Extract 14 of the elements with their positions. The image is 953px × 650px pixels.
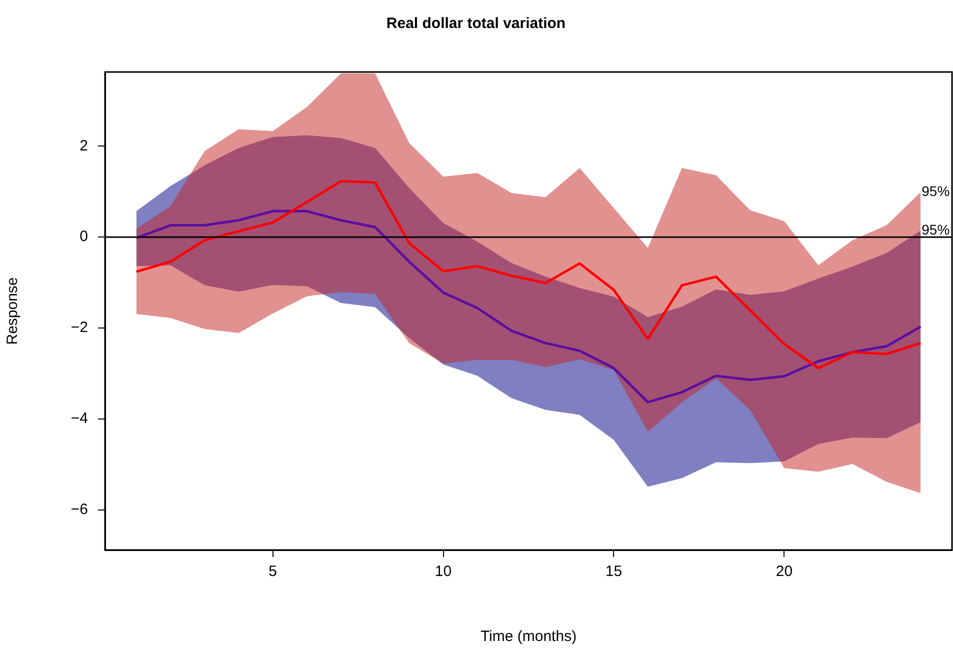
annotation: 95% — [922, 222, 950, 238]
y-tick-label: −6 — [70, 501, 88, 518]
y-tick-label: 2 — [80, 137, 88, 154]
annotation: 95% — [922, 182, 950, 199]
y-tick-label: 0 — [80, 228, 88, 246]
y-tick-label: −2 — [70, 319, 88, 336]
x-tick-label: 20 — [776, 563, 793, 580]
chart-title: Real dollar total variation — [386, 15, 566, 32]
x-axis-title: Time (months) — [480, 628, 577, 646]
y-axis-title: Response — [4, 277, 22, 345]
x-tick-label: 5 — [268, 563, 277, 580]
x-tick-label: 15 — [605, 563, 622, 580]
x-tick-label: 10 — [434, 563, 452, 580]
y-tick-label: −4 — [70, 410, 88, 428]
